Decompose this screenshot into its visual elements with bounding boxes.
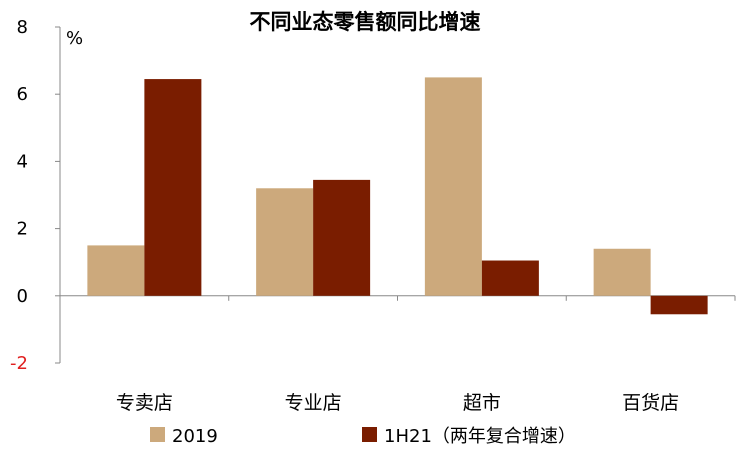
x-axis <box>60 295 736 301</box>
y-tick-label: 4 <box>17 151 28 172</box>
y-tick-label: 2 <box>17 219 28 240</box>
legend-swatch <box>362 427 377 442</box>
bar-series1-2 <box>424 77 482 296</box>
bar-series2-0 <box>144 79 202 296</box>
bar-series2-1 <box>313 179 371 296</box>
y-tick-label: 0 <box>17 286 28 307</box>
legend: 2019 1H21（两年复合增速） <box>150 426 576 447</box>
category-labels: 专卖店 专业店 超市 百货店 <box>116 392 679 414</box>
category-label: 专业店 <box>285 392 342 414</box>
y-tick-label: 8 <box>17 17 28 38</box>
y-tick-label: 6 <box>17 84 28 105</box>
category-label: 百货店 <box>622 392 679 414</box>
category-label: 超市 <box>463 392 501 414</box>
bar-series2-2 <box>481 260 539 296</box>
legend-swatch <box>150 427 165 442</box>
y-axis: -2 0 2 4 6 8 <box>10 17 61 374</box>
bar-series1-1 <box>256 188 314 296</box>
y-axis-unit-label: % <box>66 28 83 49</box>
category-label: 专卖店 <box>116 392 173 414</box>
bar-series2-3 <box>650 295 708 315</box>
bars-group <box>87 77 708 315</box>
legend-label: 1H21（两年复合增速） <box>384 426 576 447</box>
legend-label: 2019 <box>172 426 218 447</box>
chart-title: 不同业态零售额同比增速 <box>250 10 481 34</box>
y-tick-label: -2 <box>10 353 28 374</box>
bar-series1-3 <box>593 248 651 296</box>
bar-series1-0 <box>87 245 145 296</box>
